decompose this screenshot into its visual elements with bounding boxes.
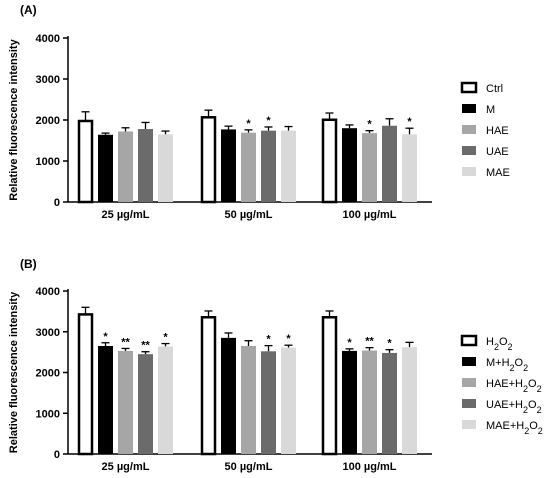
legend-swatch [460,81,478,94]
legend-label: UAE [486,146,509,158]
panel-a: (A) Relative fluorescence intensity 0 1000 2… [8,3,510,221]
y-tick-label: 0 [54,449,60,461]
significance-marker: * [347,337,352,349]
bar [261,130,276,202]
bar [241,132,256,202]
legend-swatch [462,146,476,155]
y-tick-label: 3000 [36,327,60,339]
y-tick-label: 3000 [36,74,60,86]
x-tick-label: 25 µg/mL [102,209,150,221]
significance-marker: * [246,118,251,130]
bar [382,125,397,202]
significance-marker: * [367,119,372,131]
legend-label: M+H2O2 [486,357,528,373]
x-tick-label: 50 µg/mL [225,461,273,473]
bar [321,316,338,456]
significance-marker: * [286,333,291,345]
bar [402,347,417,454]
significance-marker: ** [121,336,130,348]
panel-b: (B) Relative fluorescence intensity 0 1000 2… [8,257,543,473]
legend-swatch [462,167,476,176]
significance-marker: ** [141,340,150,352]
legend-swatch [460,334,478,347]
legend-label: Ctrl [486,83,503,95]
bar [362,350,377,454]
bar [158,346,173,454]
bar [221,337,236,454]
bar [98,134,113,202]
bar [98,346,113,454]
x-tick-label: 100 µg/mL [342,461,396,473]
panel-label: (A) [20,3,37,17]
legend-swatch [462,357,476,366]
legend-label: H2O2 [486,336,513,352]
legend-label: HAE+H2O2 [486,378,542,394]
significance-marker: ** [365,336,374,348]
bar [118,131,133,202]
significance-marker: * [266,334,271,346]
bar [382,352,397,454]
bar [221,129,236,202]
significance-marker: * [407,116,412,128]
bar [402,134,417,202]
bar [342,128,357,202]
bar [77,119,94,204]
bar [200,116,217,204]
y-tick-label: 0 [54,197,60,209]
legend-swatch [462,378,476,387]
legend-label: HAE [486,125,509,137]
legend-swatch [462,125,476,134]
y-tick-label: 1000 [36,156,60,168]
bar [362,133,377,202]
bar [77,313,94,456]
y-axis-label: Relative fluorescence intensity [8,291,20,453]
bar [281,130,296,202]
y-tick-label: 4000 [36,33,60,45]
bar [342,350,357,454]
y-axis-label: Relative fluorescence intensity [8,38,20,200]
legend-swatch [462,420,476,429]
bar [118,350,133,454]
significance-marker: * [387,338,392,350]
panel-label: (B) [20,257,37,271]
x-tick-label: 50 µg/mL [225,209,273,221]
bar [200,316,217,456]
y-tick-label: 2000 [36,115,60,127]
legend-label: UAE+H2O2 [486,399,542,415]
legend-label: MAE+H2O2 [486,420,543,436]
legend-swatch [462,399,476,408]
legend-label: M [486,104,495,116]
y-tick-label: 2000 [36,368,60,380]
significance-marker: * [103,331,108,343]
bar [138,354,153,454]
bar [261,351,276,454]
bar [321,118,338,204]
legend-label: MAE [486,167,510,179]
y-tick-label: 1000 [36,408,60,420]
bar [158,134,173,202]
bar [138,129,153,202]
y-tick-label: 4000 [36,286,60,298]
significance-marker: * [266,115,271,127]
legend-swatch [462,104,476,113]
significance-marker: * [163,332,168,344]
bar [281,347,296,454]
bar [241,346,256,454]
x-tick-label: 100 µg/mL [342,209,396,221]
x-tick-label: 25 µg/mL [102,461,150,473]
